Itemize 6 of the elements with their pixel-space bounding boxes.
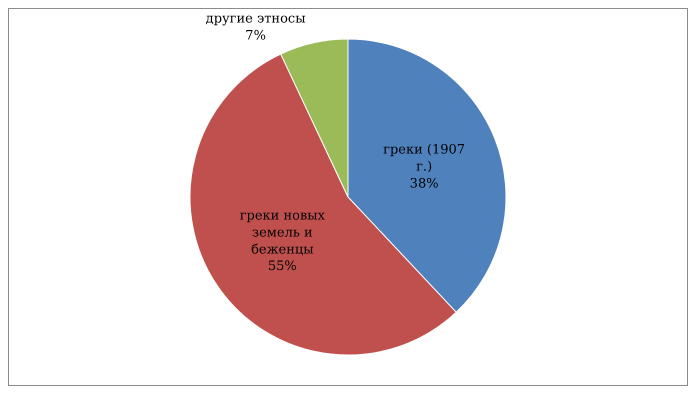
data-label: 7%: [245, 28, 266, 44]
data-label: 55%: [268, 259, 297, 274]
slice-label: греки (1907 г.): [383, 142, 466, 174]
slice-label: другие этносы: [206, 12, 306, 27]
slice-label: греки новых земель и беженцы: [240, 208, 326, 258]
data-label: 38%: [410, 176, 439, 192]
